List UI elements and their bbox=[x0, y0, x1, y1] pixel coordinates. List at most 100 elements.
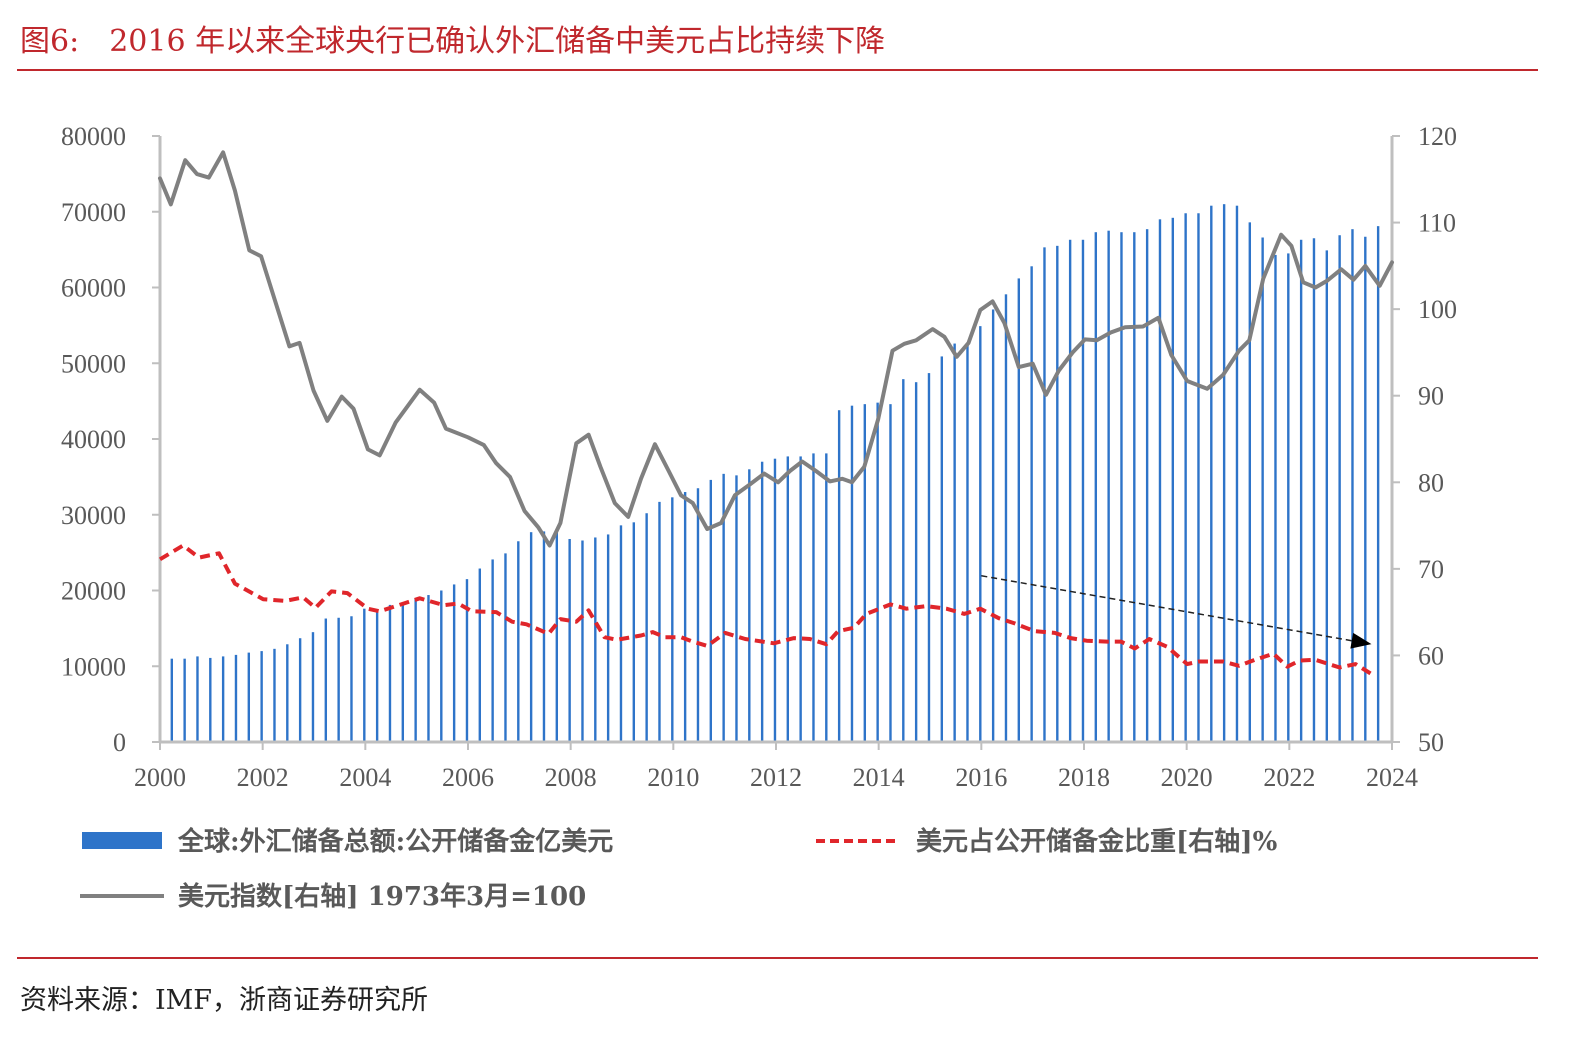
bar bbox=[1017, 278, 1021, 742]
bar bbox=[414, 598, 417, 742]
bar bbox=[748, 469, 751, 742]
left-tick-label: 10000 bbox=[61, 652, 126, 681]
line-series bbox=[158, 150, 1394, 677]
bar bbox=[927, 373, 931, 742]
x-tick-label: 2018 bbox=[1058, 763, 1110, 792]
bar bbox=[953, 343, 956, 742]
bar bbox=[709, 479, 713, 742]
bar bbox=[555, 529, 559, 742]
bar bbox=[914, 382, 918, 742]
bar bbox=[581, 540, 584, 742]
bar bbox=[568, 538, 571, 742]
bar bbox=[850, 405, 854, 742]
bar bbox=[1184, 213, 1187, 742]
left-tick-label: 40000 bbox=[61, 425, 126, 454]
right-tick-label: 50 bbox=[1418, 728, 1444, 757]
left-tick-label: 80000 bbox=[61, 122, 126, 151]
bar bbox=[209, 657, 212, 742]
bar bbox=[311, 632, 315, 742]
x-tick-label: 2024 bbox=[1366, 763, 1418, 792]
bar bbox=[645, 513, 648, 742]
bar bbox=[966, 345, 969, 742]
bar bbox=[863, 404, 867, 742]
bar bbox=[260, 651, 263, 742]
bar bbox=[183, 658, 186, 742]
bar bbox=[979, 326, 982, 742]
bar bbox=[1222, 204, 1226, 743]
axes: 0 10000 20000 30000 40000 50000 60000 70000 8000… bbox=[61, 122, 1457, 792]
bar bbox=[363, 608, 366, 742]
x-tick-label: 2022 bbox=[1263, 763, 1315, 792]
right-tick-label: 70 bbox=[1418, 555, 1444, 584]
x-tick-label: 2008 bbox=[545, 763, 597, 792]
right-tick-label: 80 bbox=[1418, 468, 1444, 497]
left-tick-label: 70000 bbox=[61, 198, 126, 227]
bar bbox=[671, 497, 674, 742]
bar bbox=[196, 656, 199, 742]
x-tick-label: 2006 bbox=[442, 763, 494, 792]
top-divider bbox=[17, 69, 1538, 71]
bar bbox=[1376, 226, 1380, 742]
bar bbox=[504, 553, 507, 742]
bar-series bbox=[170, 204, 1380, 743]
right-tick-label: 100 bbox=[1418, 295, 1457, 324]
bottom-divider bbox=[17, 957, 1538, 959]
bar bbox=[876, 402, 879, 742]
bar bbox=[722, 473, 725, 742]
bar bbox=[273, 648, 276, 742]
bar bbox=[298, 638, 302, 742]
bar bbox=[1133, 232, 1136, 742]
bar bbox=[786, 456, 790, 742]
bar bbox=[1004, 294, 1008, 742]
x-tick-label: 2014 bbox=[853, 763, 905, 792]
bar bbox=[286, 644, 289, 742]
x-tick-label: 2010 bbox=[647, 763, 699, 792]
bar bbox=[619, 525, 623, 742]
left-tick-label: 60000 bbox=[61, 274, 126, 303]
bar bbox=[1056, 245, 1059, 742]
bar bbox=[1274, 254, 1277, 743]
bar bbox=[735, 475, 738, 742]
bar bbox=[594, 537, 597, 742]
left-tick-label: 30000 bbox=[61, 501, 126, 530]
bar bbox=[324, 618, 328, 742]
bar bbox=[760, 461, 764, 742]
x-tick-label: 2000 bbox=[134, 763, 186, 792]
bar bbox=[696, 488, 700, 742]
bar bbox=[1081, 239, 1085, 742]
bar bbox=[1287, 253, 1290, 742]
figure-title: 图6: 2016 年以来全球央行已确认外汇储备中美元占比持续下降 bbox=[20, 24, 886, 59]
x-tick-label: 2020 bbox=[1161, 763, 1213, 792]
left-tick-label: 50000 bbox=[61, 349, 126, 378]
bar bbox=[1043, 247, 1046, 743]
bar bbox=[1338, 235, 1341, 743]
bar bbox=[799, 456, 802, 742]
left-tick-label: 20000 bbox=[61, 577, 126, 606]
trend-arrow-line bbox=[981, 575, 1352, 642]
legend: 全球:外汇储备总额:公开储备金亿美元 美元占公开储备金比重[右轴]% 美元指数[… bbox=[80, 826, 1278, 912]
left-tick-label: 0 bbox=[113, 728, 126, 757]
usd-share-line bbox=[158, 543, 1375, 677]
bar bbox=[632, 522, 636, 742]
bar bbox=[1094, 232, 1098, 742]
bar bbox=[1235, 205, 1239, 742]
bar bbox=[1171, 217, 1175, 742]
right-tick-label: 110 bbox=[1418, 209, 1456, 238]
bar bbox=[529, 532, 533, 742]
bar bbox=[234, 654, 238, 742]
bar bbox=[465, 579, 469, 742]
legend-label-reserves: 全球:外汇储备总额:公开储备金亿美元 bbox=[177, 826, 613, 857]
x-tick-label: 2016 bbox=[955, 763, 1007, 792]
bar bbox=[517, 541, 520, 742]
bar bbox=[889, 404, 892, 742]
bar bbox=[1210, 205, 1213, 742]
bar bbox=[1261, 237, 1264, 742]
bar bbox=[837, 410, 841, 742]
bar bbox=[478, 568, 482, 742]
bar bbox=[1068, 239, 1072, 742]
source-note: 资料来源：IMF，浙商证券研究所 bbox=[20, 985, 429, 1016]
bar bbox=[1197, 213, 1200, 742]
bar bbox=[940, 356, 944, 742]
bar bbox=[401, 603, 405, 742]
